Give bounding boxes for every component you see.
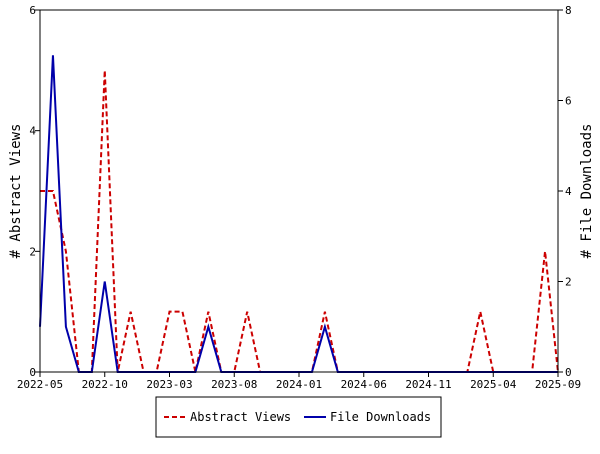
left-tick-label: 0	[29, 366, 36, 379]
right-axis-label: # File Downloads	[579, 124, 595, 259]
x-tick-label: 2022-05	[17, 378, 63, 391]
x-tick-label: 2024-01	[276, 378, 322, 391]
legend-box	[155, 396, 442, 438]
x-tick-label: 2023-03	[146, 378, 192, 391]
right-tick-label: 0	[565, 366, 572, 379]
series-line-file-downloads	[39, 55, 558, 373]
right-tick-label: 8	[565, 4, 572, 17]
x-tick-label: 2024-06	[341, 378, 387, 391]
right-tick-label: 6	[565, 95, 572, 108]
legend-label-abstract-views: Abstract Views	[190, 410, 291, 424]
left-tick-label: 6	[29, 4, 36, 17]
x-tick-label: 2025-09	[535, 378, 581, 391]
plot-area-frame	[39, 9, 559, 373]
left-axis-label: # Abstract Views	[8, 124, 24, 259]
x-tick-label: 2023-08	[211, 378, 257, 391]
legend: Abstract Views File Downloads	[155, 396, 442, 438]
left-tick-label: 2	[29, 245, 36, 258]
left-tick-label: 4	[29, 125, 36, 138]
series-line-abstract-views	[40, 70, 559, 373]
x-tick-label: 2022-10	[82, 378, 128, 391]
right-tick-label: 4	[565, 185, 572, 198]
x-tick-label: 2025-04	[470, 378, 517, 391]
right-tick-label: 2	[565, 276, 572, 289]
x-tick-label: 2024-11	[405, 378, 451, 391]
legend-label-file-downloads: File Downloads	[330, 410, 431, 424]
